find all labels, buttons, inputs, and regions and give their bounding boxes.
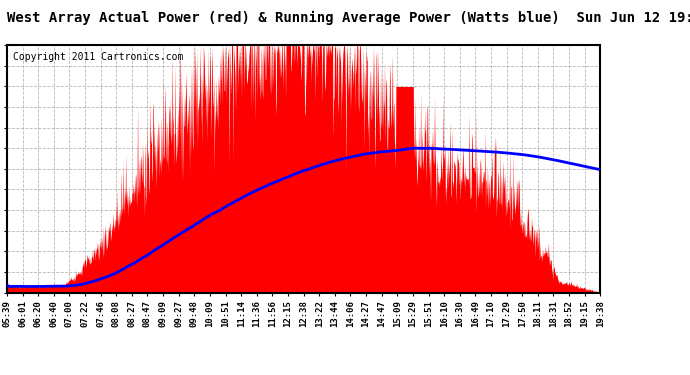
Text: Copyright 2011 Cartronics.com: Copyright 2011 Cartronics.com bbox=[13, 53, 184, 62]
Text: West Array Actual Power (red) & Running Average Power (Watts blue)  Sun Jun 12 1: West Array Actual Power (red) & Running … bbox=[7, 11, 690, 26]
